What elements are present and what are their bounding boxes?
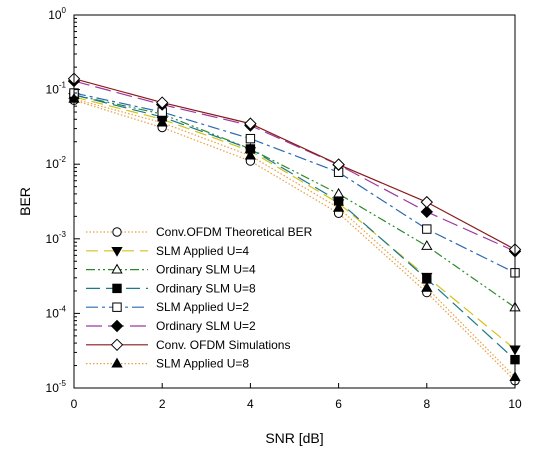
legend-label: Ordinary SLM U=4: [156, 263, 256, 277]
marker-square: [422, 274, 432, 284]
y-tick-label: 10-2: [46, 155, 67, 171]
x-tick-label: 6: [335, 397, 342, 411]
series: [68, 92, 521, 356]
legend-label: Conv.OFDM Theoretical BER: [156, 225, 313, 239]
legend-label: SLM Applied U=8: [156, 357, 249, 371]
legend-label: SLM Applied U=2: [156, 300, 249, 314]
series-line: [73, 99, 516, 382]
x-tick-label: 0: [71, 397, 78, 411]
marker-triangle-down: [111, 246, 123, 257]
x-tick-label: 2: [159, 397, 166, 411]
series-layer: [67, 72, 522, 386]
legend-label: Conv. OFDM Simulations: [156, 338, 290, 352]
legend-label: Ordinary SLM U=2: [156, 319, 256, 333]
legend-item: Conv.OFDM Theoretical BER: [86, 225, 313, 239]
legend-item: Ordinary SLM U=8: [86, 281, 256, 295]
marker-square: [422, 224, 432, 234]
marker-diamond: [155, 96, 169, 109]
series: [69, 88, 520, 278]
series-line: [73, 80, 516, 252]
marker-triangle-up: [156, 116, 168, 127]
x-tick-label: 4: [247, 397, 254, 411]
marker-triangle-up: [332, 187, 345, 198]
marker-diamond: [420, 195, 434, 209]
legend: Conv.OFDM Theoretical BER SLM Applied U=4…: [86, 225, 313, 371]
legend-item: SLM Applied U=4: [86, 244, 249, 258]
legend-item: SLM Applied U=8: [86, 357, 249, 371]
plot-frame: [73, 14, 516, 389]
series-line: [73, 96, 516, 350]
marker-diamond: [420, 205, 434, 219]
x-tick-label: 8: [423, 397, 430, 411]
marker-diamond: [244, 117, 257, 130]
marker-circle: [112, 227, 122, 237]
y-tick-label: 10-5: [46, 379, 67, 395]
series-line: [73, 78, 516, 250]
marker-diamond: [110, 338, 124, 352]
legend-item: SLM Applied U=2: [86, 300, 249, 314]
y-tick-label: 100: [48, 6, 66, 22]
marker-triangle-up: [244, 149, 257, 160]
marker-triangle-up: [111, 357, 123, 368]
marker-triangle-up: [332, 201, 345, 212]
ticks: 0 2 4 6 8 10 10-5 10-4 10-3 10-2 10-1 100: [46, 6, 522, 411]
x-axis-label: SNR [dB]: [265, 430, 323, 446]
legend-label: SLM Applied U=4: [156, 244, 249, 258]
y-tick-label: 10-3: [46, 230, 67, 246]
series: [68, 88, 521, 312]
y-tick-label: 10-4: [46, 304, 67, 320]
marker-triangle-up: [421, 281, 433, 292]
legend-item: Ordinary SLM U=2: [86, 319, 256, 333]
series-line: [73, 94, 516, 308]
marker-diamond: [110, 319, 124, 333]
legend-item: Ordinary SLM U=4: [86, 263, 256, 277]
marker-triangle-up: [421, 240, 433, 250]
marker-triangle-up: [111, 263, 123, 274]
axes: [73, 14, 516, 389]
legend-label: Ordinary SLM U=8: [156, 281, 256, 295]
x-tick-label: 10: [508, 397, 522, 411]
marker-diamond: [332, 158, 345, 171]
y-tick-label: 10-1: [46, 81, 67, 97]
series-line: [73, 92, 516, 274]
marker-square: [112, 283, 122, 294]
marker-square: [112, 302, 122, 312]
series-line: [73, 94, 516, 361]
series-line: [73, 98, 516, 378]
series: [69, 95, 520, 386]
marker-square: [245, 133, 256, 144]
y-axis-label: BER: [17, 187, 33, 216]
legend-item: Conv. OFDM Simulations: [86, 338, 290, 352]
